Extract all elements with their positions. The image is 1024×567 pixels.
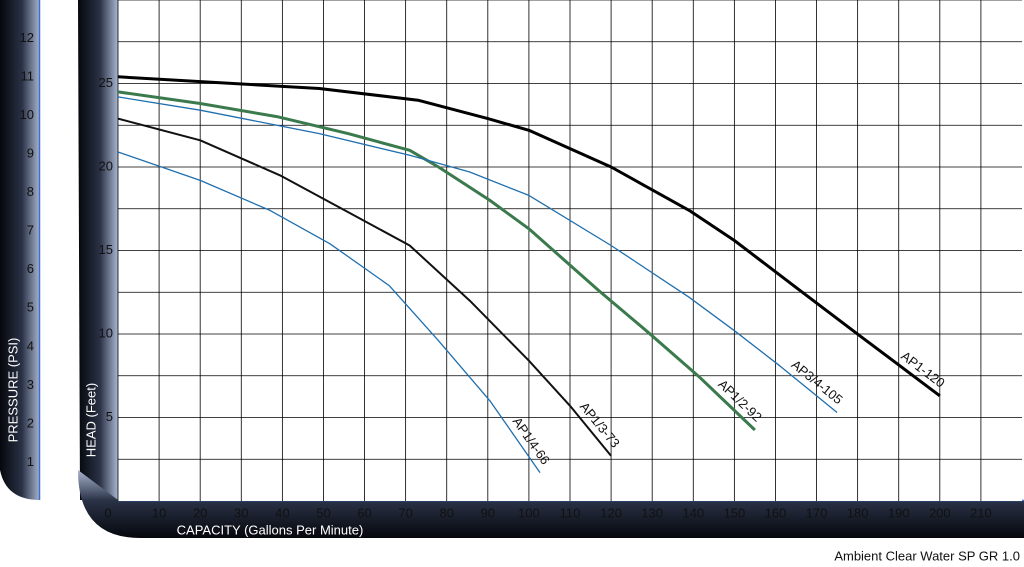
y2-tick-label: 10 [20,107,34,122]
y2-tick-label: 8 [27,184,34,199]
pump-curve [117,96,838,414]
x-tick-label: 80 [439,505,453,520]
pump-curve [117,151,541,473]
x-tick-label: 20 [193,505,207,520]
y-tick-label: 10 [99,325,113,340]
pump-curve [117,75,941,397]
x-tick-label: 0 [104,505,111,520]
y2-tick-label: 7 [27,223,34,238]
x-tick-label: 70 [398,505,412,520]
footnote: Ambient Clear Water SP GR 1.0 [834,548,1020,563]
x-tick-label: 60 [357,505,371,520]
x-tick-label: 10 [152,505,166,520]
x-tick-label: 190 [888,505,910,520]
y-tick-label: 15 [99,242,113,257]
y-axis-title: HEAD (Feet) [83,383,98,457]
pressure-axis-band [0,0,40,500]
y2-tick-label: 5 [27,300,34,315]
y2-tick-label: 11 [21,69,35,84]
x-tick-label: 150 [724,505,746,520]
x-tick-label: 200 [929,505,951,520]
x-tick-label: 90 [481,505,495,520]
x-axis-title: CAPACITY (Gallons Per Minute) [177,522,364,537]
capacity-axis-band [78,470,1024,538]
x-tick-label: 170 [806,505,828,520]
y2-axis-title: PRESSURE (PSI) [5,338,20,443]
x-tick-label: 100 [518,505,540,520]
y2-tick-label: 4 [27,338,34,353]
x-tick-label: 210 [970,505,992,520]
y2-tick-label: 2 [27,415,34,430]
head-axis-band [78,0,118,500]
y-tick-label: 20 [99,158,113,173]
x-tick-label: 160 [765,505,787,520]
x-tick-label: 120 [600,505,622,520]
y-tick-label: 5 [106,409,113,424]
pump-curve [117,90,756,432]
y-tick-label: 25 [99,75,113,90]
x-tick-label: 30 [234,505,248,520]
y2-tick-label: 12 [20,30,34,45]
y2-tick-label: 6 [27,261,34,276]
plot-area [117,0,1022,501]
y2-tick-label: 3 [27,377,34,392]
x-tick-label: 140 [682,505,704,520]
x-tick-label: 110 [560,505,581,520]
pump-curve [117,117,612,457]
x-tick-label: 50 [316,505,330,520]
y2-tick-label: 9 [27,146,34,161]
x-tick-label: 40 [275,505,289,520]
x-tick-label: 130 [641,505,663,520]
y2-tick-label: 1 [27,454,34,469]
x-tick-label: 180 [847,505,869,520]
